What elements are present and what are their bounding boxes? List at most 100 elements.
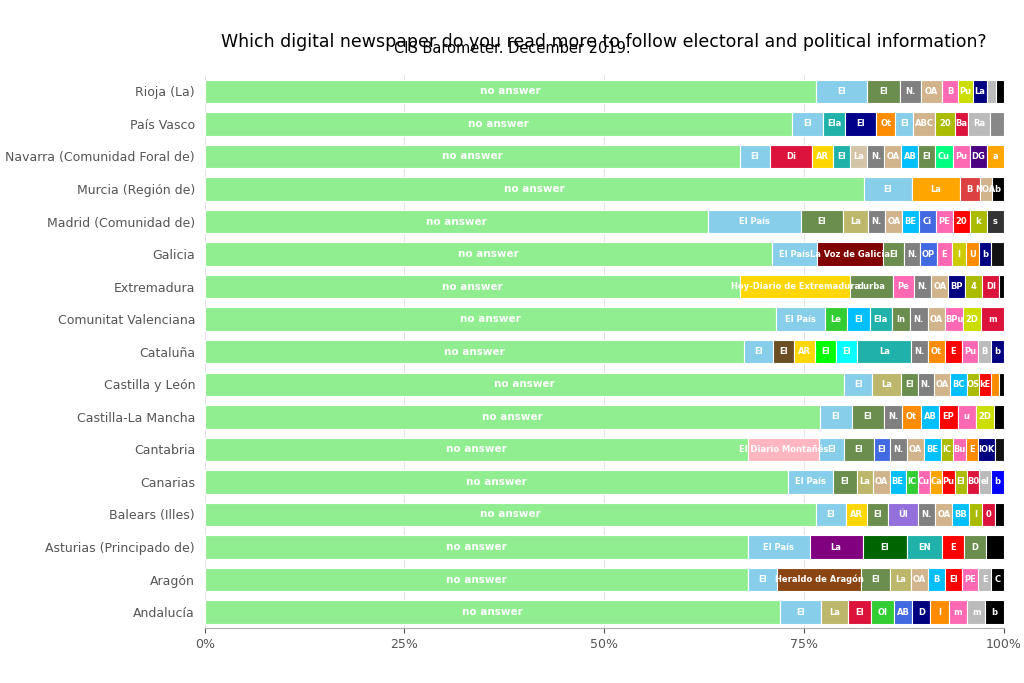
Bar [945, 340, 962, 363]
Bar [911, 340, 928, 363]
Bar [939, 405, 957, 428]
Bar [893, 275, 914, 298]
Bar [979, 242, 991, 266]
Text: b: b [982, 249, 988, 259]
Bar [801, 210, 843, 234]
Text: b: b [994, 347, 1000, 357]
Text: BPu: BPu [945, 315, 964, 324]
Bar [825, 307, 847, 331]
Text: B: B [933, 575, 940, 584]
Bar [205, 112, 792, 136]
Text: El: El [900, 120, 908, 128]
Bar [901, 372, 918, 396]
Text: El: El [878, 445, 887, 454]
Text: OA: OA [930, 315, 943, 324]
Text: D: D [972, 542, 978, 551]
Text: AB: AB [924, 413, 937, 421]
Bar [867, 503, 889, 526]
Bar [991, 372, 999, 396]
Bar [991, 242, 1004, 266]
Bar [748, 438, 819, 461]
Bar [205, 568, 748, 591]
Bar [986, 535, 1004, 559]
Bar [777, 568, 861, 591]
Bar [981, 307, 1004, 331]
Text: BE: BE [927, 445, 938, 454]
Bar [848, 600, 871, 624]
Text: El País: El País [739, 217, 770, 226]
Text: El: El [855, 608, 864, 617]
Title: Which digital newspaper do you read more to follow electoral and political infor: Which digital newspaper do you read more… [221, 33, 987, 51]
Text: N.: N. [894, 445, 904, 454]
Bar [931, 600, 949, 624]
Bar [906, 470, 919, 494]
Bar [949, 600, 967, 624]
Text: El: El [880, 87, 888, 96]
Text: Ra: Ra [973, 120, 985, 128]
Text: AR: AR [798, 347, 811, 357]
Text: El: El [889, 249, 898, 259]
Bar [776, 307, 825, 331]
Bar [884, 405, 902, 428]
Bar [921, 242, 937, 266]
Bar [941, 438, 953, 461]
Text: N.: N. [905, 87, 915, 96]
Text: La: La [860, 477, 870, 486]
Text: I: I [957, 249, 961, 259]
Bar [920, 210, 936, 234]
Bar [823, 112, 845, 136]
Bar [810, 535, 862, 559]
Bar [205, 145, 740, 168]
Bar [852, 405, 884, 428]
Bar [919, 145, 936, 168]
Bar [942, 80, 958, 103]
Bar [970, 145, 986, 168]
Text: b: b [994, 184, 1000, 193]
Text: Ci: Ci [923, 217, 932, 226]
Bar [205, 438, 748, 461]
Text: no answer: no answer [494, 379, 555, 389]
Bar [876, 112, 895, 136]
Text: Ol: Ol [878, 608, 888, 617]
Bar [833, 470, 857, 494]
Bar [928, 307, 945, 331]
Text: Pu: Pu [942, 477, 954, 486]
Bar [982, 275, 999, 298]
Bar [964, 307, 981, 331]
Text: 0: 0 [986, 510, 991, 519]
Text: Le: Le [830, 315, 842, 324]
Bar [861, 568, 891, 591]
Bar [205, 80, 816, 103]
Bar [901, 145, 919, 168]
Text: Ela: Ela [826, 120, 841, 128]
Text: Ot: Ot [931, 347, 942, 357]
Bar [851, 145, 867, 168]
Text: OS: OS [967, 380, 979, 389]
Text: u: u [964, 413, 970, 421]
Bar [987, 80, 996, 103]
Text: OP: OP [922, 249, 935, 259]
Bar [930, 470, 942, 494]
Text: no answer: no answer [426, 217, 486, 227]
Bar [867, 80, 900, 103]
Bar [904, 242, 921, 266]
Bar [889, 503, 919, 526]
Bar [816, 80, 867, 103]
Text: BB: BB [954, 510, 968, 519]
Text: Pu: Pu [959, 87, 972, 96]
Bar [792, 112, 823, 136]
Text: no answer: no answer [466, 477, 526, 487]
Bar [937, 242, 951, 266]
Bar [957, 405, 976, 428]
Bar [987, 210, 1004, 234]
Text: E: E [970, 445, 975, 454]
Text: EN: EN [918, 542, 931, 551]
Text: no answer: no answer [504, 184, 564, 194]
Bar [864, 178, 911, 201]
Text: 4: 4 [971, 282, 977, 291]
Bar [787, 470, 833, 494]
Text: N.: N. [918, 282, 928, 291]
Text: Cu: Cu [938, 152, 950, 161]
Bar [869, 307, 892, 331]
Bar [911, 568, 928, 591]
